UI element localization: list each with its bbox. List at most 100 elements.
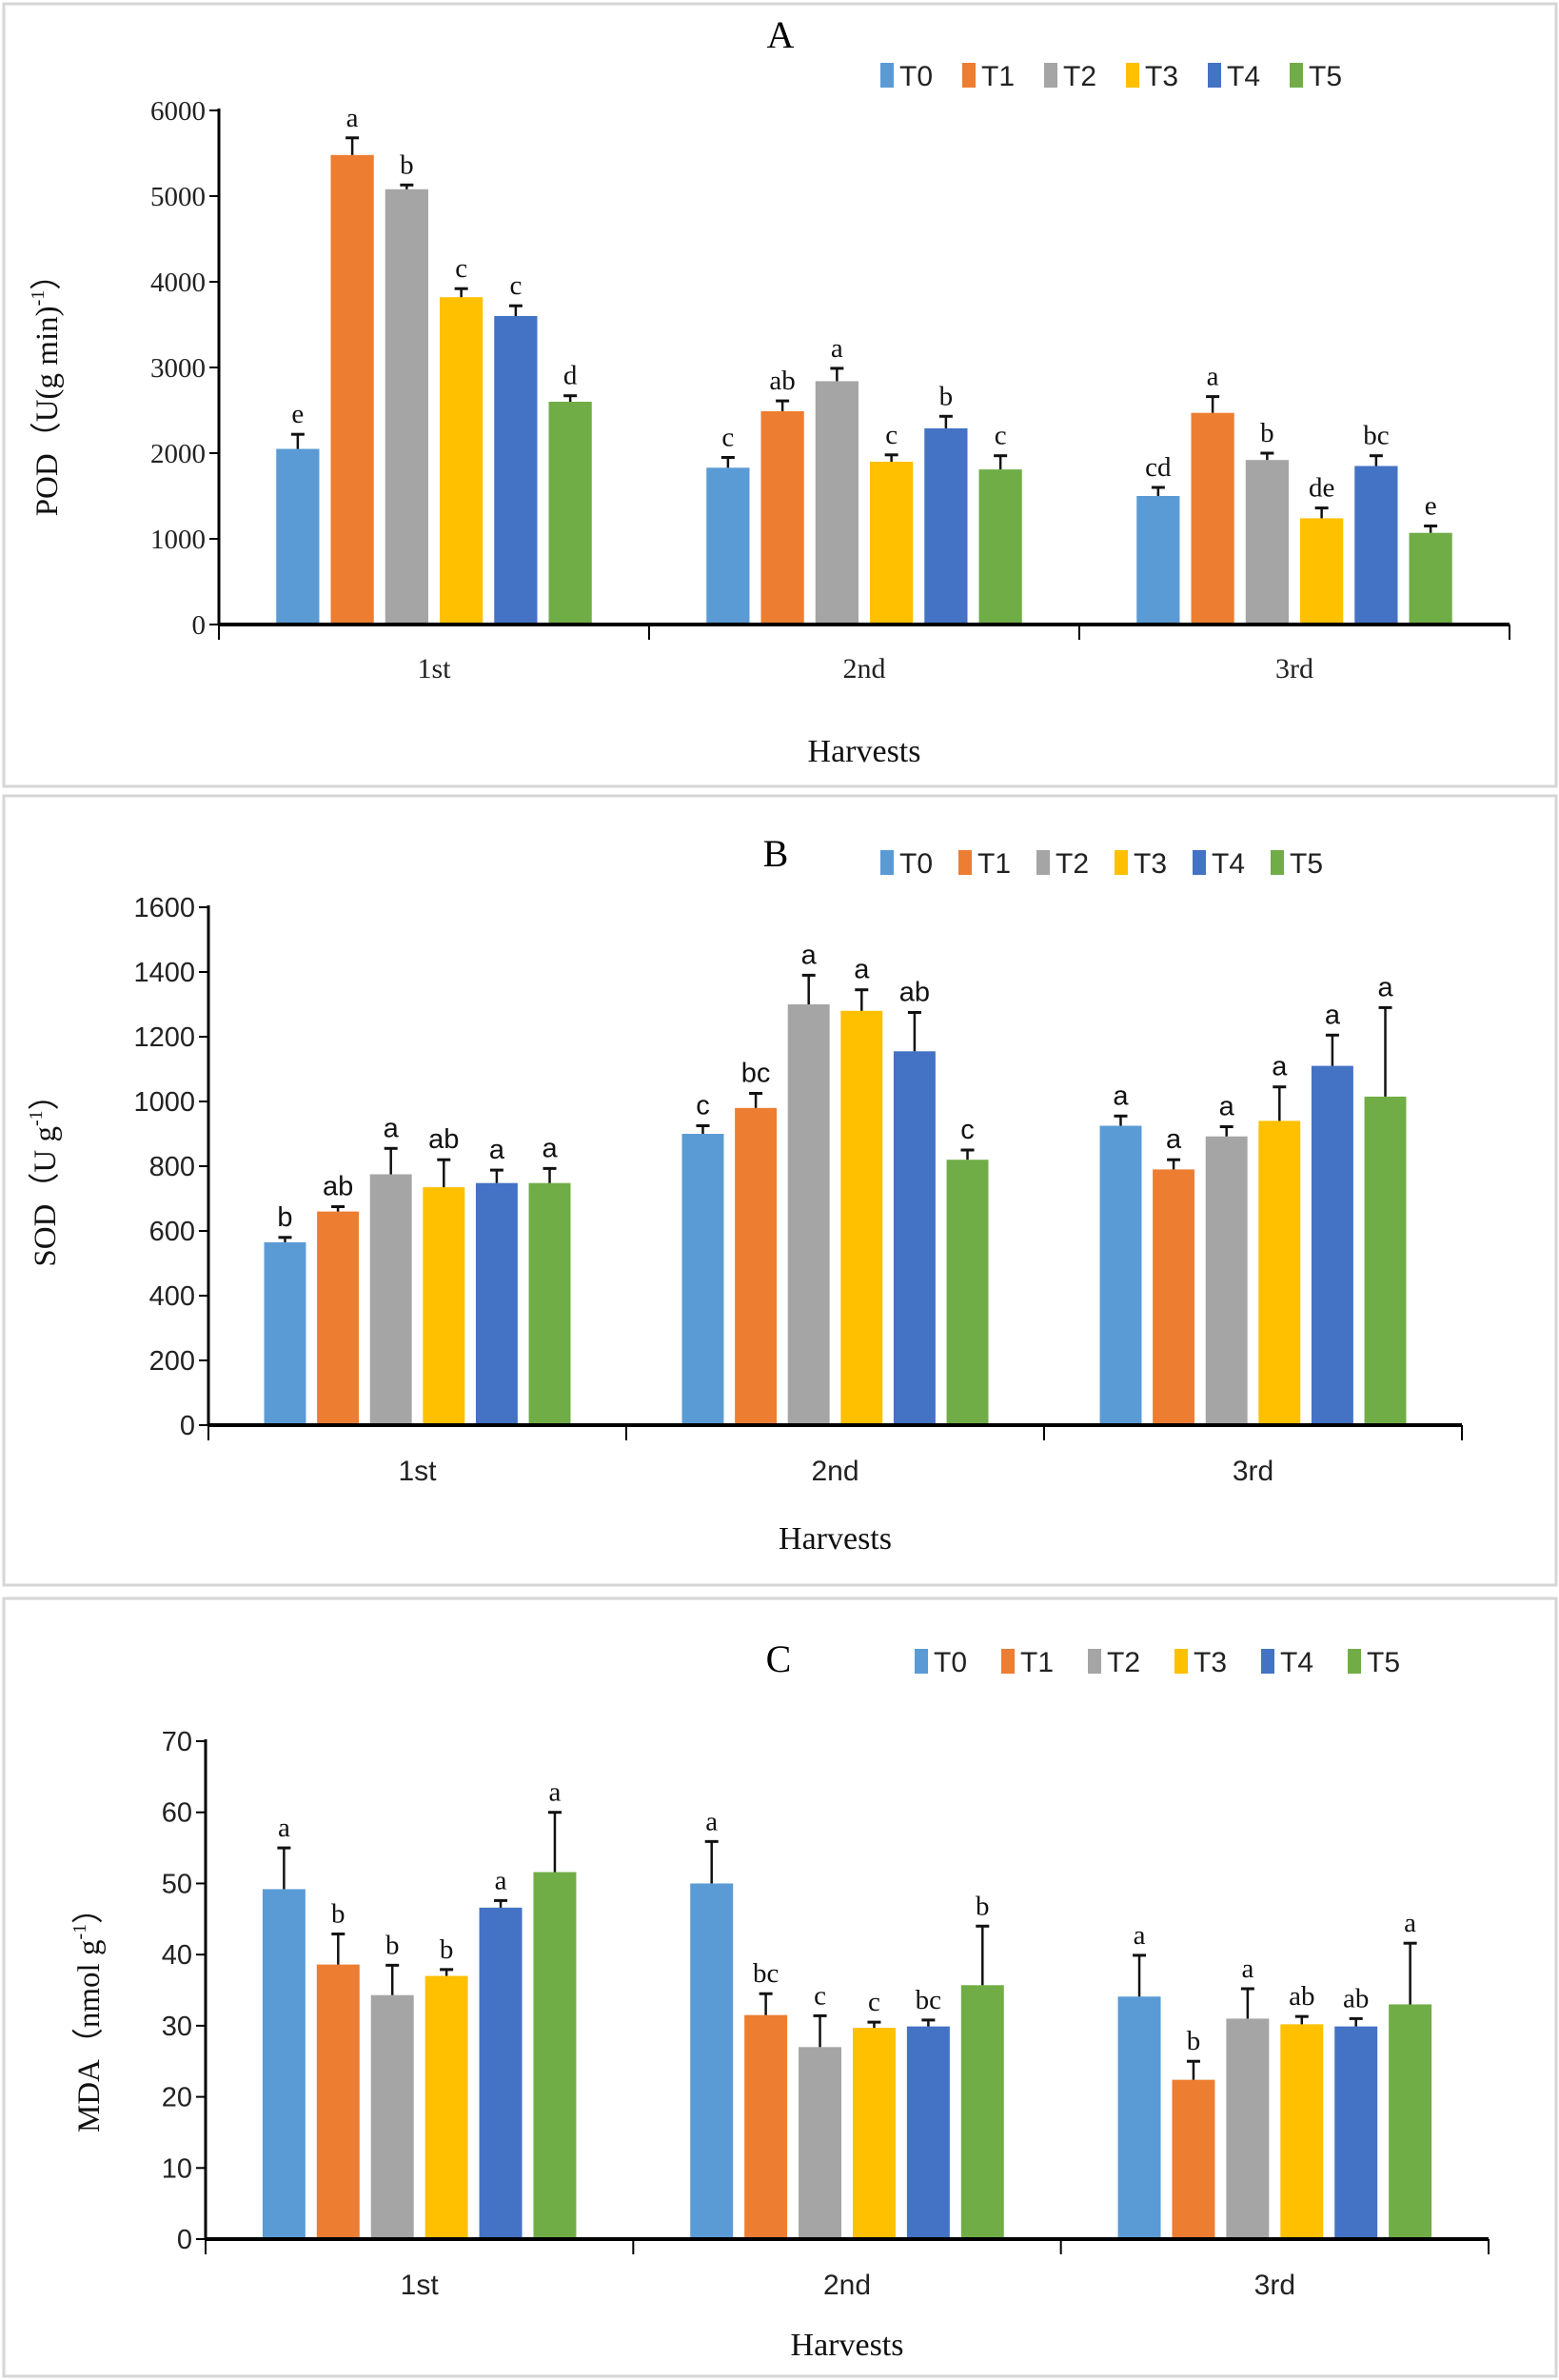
legend-label: T1 [977,848,1011,880]
legend-label: T3 [1145,61,1178,92]
bar-T5-3rd [1364,1096,1407,1423]
significance-letter: ab [323,1172,353,1202]
significance-letter: de [1309,473,1334,504]
significance-letter: c [868,1987,880,2017]
bar-T5-1st [548,402,592,623]
significance-letter: b [331,1898,345,1929]
bar-T3-1st [423,1187,465,1423]
chart-title: B [763,832,789,875]
bar-T1-1st [317,1211,360,1423]
significance-letter: cd [1145,452,1172,483]
significance-letter: a [831,333,843,364]
bar-T2-2nd [815,381,858,623]
significance-letter: c [696,1091,710,1121]
significance-letter: c [995,421,1007,451]
significance-letter: a [1134,1920,1146,1951]
bar-T3-2nd [840,1010,883,1423]
significance-letter: bc [1363,421,1389,451]
significance-letter: a [495,1865,507,1895]
y-tick-label: 4000 [150,268,206,298]
significance-letter: c [509,270,522,301]
y-tick-label: 20 [162,2083,192,2113]
bar-T2-1st [370,1994,414,2237]
bar-T3-3rd [1280,2024,1324,2237]
bar-T0-3rd [1117,1996,1161,2237]
y-tick-label: 30 [162,2012,192,2042]
legend-swatch-T3 [1126,63,1139,88]
significance-letter: b [277,1202,292,1233]
bar-T3-3rd [1258,1121,1301,1423]
significance-letter: e [291,399,304,429]
bar-T2-3rd [1205,1136,1248,1423]
legend-label: T1 [1020,1647,1054,1678]
significance-letter: c [960,1115,975,1145]
chart-panel-A: A T0 T1 T2 T3 T4 T5 0 1000 2000 3000 4000 5000 6000 PO… [2,2,1558,788]
bar-T5-1st [528,1182,571,1423]
y-axis-label: SOD（U g-1） [26,1079,63,1266]
significance-letter: a [801,940,818,970]
y-axis-label-close: ） [72,1893,107,1924]
bar-T3-1st [424,1975,468,2237]
y-tick-label: 0 [192,610,207,641]
y-axis-label-superscript: -1 [28,290,49,307]
significance-letter: c [455,253,467,284]
legend-label: T0 [899,848,933,880]
bar-T0-2nd [706,467,750,623]
x-tick-label: 2nd [823,2270,871,2301]
significance-letter: d [563,361,578,391]
bar-T4-1st [479,1907,523,2237]
legend-swatch-T2 [1036,850,1050,875]
significance-letter: a [1166,1124,1182,1155]
bar-T1-1st [330,154,374,624]
x-tick-label: 1st [398,1456,437,1487]
bar-T0-1st [264,1241,306,1423]
legend-label: T1 [981,61,1015,92]
legend-swatch-T0 [880,850,894,875]
legend-swatch-T5 [1348,1649,1361,1674]
legend-label: T2 [1056,848,1089,880]
x-tick-label: 3rd [1254,2270,1295,2301]
y-tick-label: 5000 [150,182,206,212]
significance-letter: bc [753,1958,779,1989]
y-tick-label: 1000 [133,1087,195,1118]
x-tick-label: 2nd [811,1456,858,1487]
bar-T2-1st [369,1174,412,1423]
y-axis-label-text: SOD（U g [29,1126,63,1267]
significance-letter: a [1241,1954,1253,1984]
bar-T5-2nd [978,469,1022,623]
y-tick-label: 0 [177,2225,192,2255]
bar-T0-2nd [681,1134,724,1423]
chart-title: C [766,1637,792,1680]
legend-label: T5 [1309,61,1342,92]
bar-T4-3rd [1354,466,1398,623]
y-axis-label: POD（U(g min)-1） [28,259,65,517]
significance-letter: ab [1343,1983,1369,2013]
significance-letter: a [346,103,359,133]
y-tick-label: 70 [162,1727,192,1757]
significance-letter: a [1113,1081,1129,1111]
bar-T4-3rd [1311,1065,1353,1423]
significance-letter: c [721,423,734,453]
significance-letter: b [385,1930,400,1960]
bar-T0-3rd [1099,1125,1142,1423]
bar-T0-1st [262,1889,306,2237]
bar-T5-2nd [960,1985,1004,2237]
bar-T2-3rd [1245,460,1289,623]
bar-T2-2nd [787,1004,830,1423]
legend-swatch-T4 [1261,1649,1274,1674]
y-tick-label: 3000 [150,353,206,384]
bar-T1-2nd [735,1107,778,1423]
legend-swatch-T4 [1208,63,1221,88]
legend-swatch-T1 [958,850,972,875]
bar-T0-3rd [1136,496,1180,623]
legend-swatch-T2 [1088,1649,1101,1674]
bar-T3-2nd [852,2028,896,2237]
bar-T1-3rd [1153,1169,1195,1423]
y-axis-label-superscript: -1 [69,1924,90,1940]
legend-label: T0 [899,61,933,92]
y-axis-label-text: MDA（nmol g [72,1940,107,2133]
legend-label: T3 [1194,1647,1227,1678]
bar-T1-1st [316,1964,360,2237]
y-axis-label-close: ） [29,1079,63,1110]
significance-letter: ab [899,978,930,1008]
